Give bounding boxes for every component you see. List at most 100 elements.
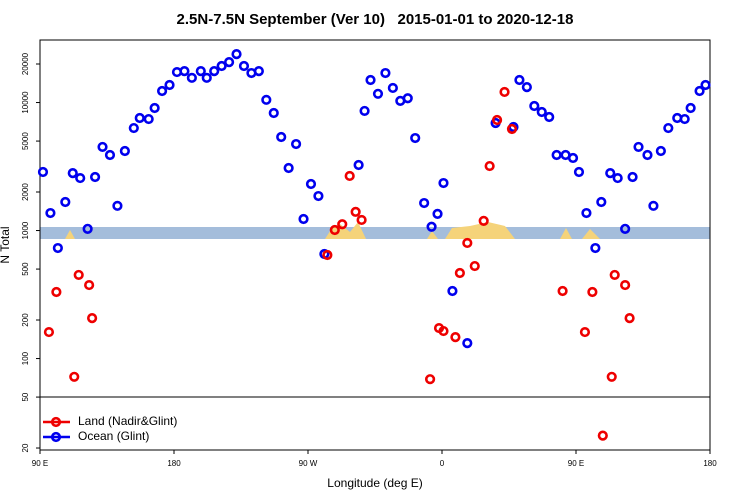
point xyxy=(119,145,130,157)
point xyxy=(478,215,489,226)
point xyxy=(557,285,568,297)
point xyxy=(424,374,436,385)
point xyxy=(590,242,601,254)
point xyxy=(454,267,465,279)
point xyxy=(426,221,437,232)
y-tick-label: 100 xyxy=(21,351,30,365)
point xyxy=(112,200,123,211)
point xyxy=(195,66,206,77)
point xyxy=(84,279,95,291)
point xyxy=(253,66,264,77)
y-tick-label: 50 xyxy=(21,392,30,401)
point xyxy=(298,213,309,225)
point xyxy=(149,102,160,114)
point xyxy=(156,85,168,97)
point xyxy=(655,145,666,157)
point xyxy=(329,224,340,236)
point xyxy=(67,168,78,179)
point xyxy=(627,171,638,183)
point xyxy=(620,223,631,234)
point xyxy=(353,159,364,171)
point xyxy=(313,190,324,202)
x-tick-label: 90 E xyxy=(32,459,48,468)
y-tick-label: 20000 xyxy=(21,52,30,75)
x-tick-label: 90 W xyxy=(299,459,318,468)
point xyxy=(37,166,49,178)
legend-marker xyxy=(50,416,62,428)
point xyxy=(143,113,154,125)
point xyxy=(134,112,145,124)
point xyxy=(186,72,197,83)
plot-frame xyxy=(39,39,711,451)
point xyxy=(82,223,93,234)
point xyxy=(663,122,674,134)
point xyxy=(356,214,367,226)
point xyxy=(337,219,348,230)
x-tick-label: 90 E xyxy=(568,459,584,468)
x-tick-label: 0 xyxy=(440,459,445,468)
point xyxy=(410,132,421,144)
point xyxy=(75,172,86,184)
point xyxy=(60,196,71,208)
legend-marker xyxy=(50,431,62,443)
point xyxy=(52,242,63,254)
point xyxy=(567,152,579,164)
point xyxy=(529,100,540,112)
point xyxy=(606,371,617,382)
y-axis-label: N Total xyxy=(0,226,12,263)
point xyxy=(685,102,696,114)
point xyxy=(596,196,607,208)
point xyxy=(469,260,480,272)
point xyxy=(45,207,56,219)
point xyxy=(484,160,495,172)
point xyxy=(365,74,376,86)
point xyxy=(359,105,370,117)
point xyxy=(624,313,635,324)
x-axis-label: Longitude (deg E) xyxy=(327,476,422,490)
point xyxy=(491,114,503,126)
point xyxy=(447,285,458,297)
point xyxy=(344,170,355,182)
point xyxy=(536,106,547,118)
point xyxy=(268,107,279,119)
point xyxy=(305,178,317,190)
point xyxy=(209,66,220,77)
point xyxy=(201,72,212,83)
point xyxy=(231,49,242,60)
point xyxy=(87,313,98,324)
point xyxy=(620,279,631,291)
point xyxy=(506,123,518,135)
point xyxy=(514,74,525,86)
point xyxy=(89,171,101,183)
y-tick-label: 2000 xyxy=(21,183,30,201)
point xyxy=(97,141,108,153)
point xyxy=(648,200,659,211)
point xyxy=(51,286,62,298)
point xyxy=(69,371,80,382)
legend-label: Ocean (Glint) xyxy=(78,429,149,443)
point xyxy=(290,138,302,150)
point xyxy=(462,338,473,349)
x-tick-label: 180 xyxy=(167,459,181,468)
y-tick-label: 10000 xyxy=(21,91,30,114)
point xyxy=(223,56,235,68)
point xyxy=(521,82,532,93)
y-tick-label: 200 xyxy=(21,313,30,327)
point xyxy=(679,113,690,125)
point xyxy=(283,162,294,174)
sea-band xyxy=(40,227,710,239)
point xyxy=(350,206,361,217)
point xyxy=(179,66,190,77)
land-shape xyxy=(445,222,515,239)
legend-label: Land (Nadir&Glint) xyxy=(78,414,177,428)
y-tick-label: 1000 xyxy=(21,221,30,239)
y-tick-label: 5000 xyxy=(21,132,30,150)
y-tick-label: 500 xyxy=(21,262,30,276)
point xyxy=(261,94,272,105)
y-tick-label: 20 xyxy=(21,443,30,452)
point xyxy=(544,111,555,123)
point xyxy=(633,141,644,153)
point xyxy=(609,269,620,281)
point xyxy=(238,60,250,72)
